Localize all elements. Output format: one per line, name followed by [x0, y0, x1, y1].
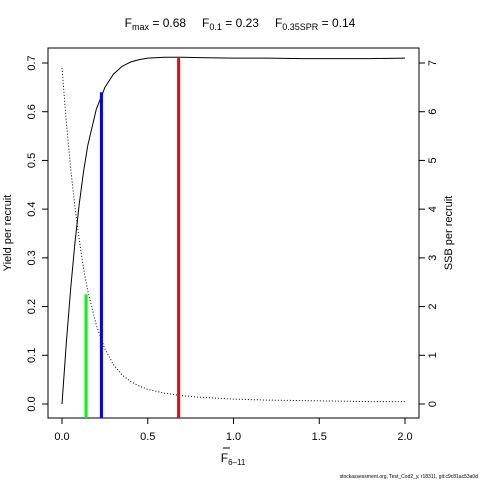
x-axis-label-main: F — [221, 451, 228, 465]
title-part-main: F — [202, 16, 209, 30]
reference-lines — [84, 58, 181, 418]
x-tick-label: 2.0 — [397, 431, 412, 443]
y-tick-label: 0.0 — [26, 396, 38, 411]
y2-tick-label: 0 — [427, 401, 439, 407]
plot-frame — [47, 47, 420, 419]
footer-text: stockassessment.org, Test_Cod2_y, r18311… — [340, 474, 479, 480]
x-tick-label: 1.0 — [226, 431, 241, 443]
x-axis: 0.0 0.5 1.0 1.5 2.0 — [54, 417, 413, 443]
y2-tick-label: 7 — [427, 60, 439, 66]
x-tick-label: 0.0 — [54, 431, 69, 443]
yield-per-recruit-line — [61, 56, 406, 405]
y2-tick-label: 2 — [427, 304, 439, 310]
title-part-main: F — [275, 16, 282, 30]
y2-axis-label: SSB per recruit — [443, 196, 455, 271]
x-axis-label-text: F6–11 — [221, 451, 246, 467]
y-tick-label: 0.7 — [26, 55, 38, 70]
title-part-main: F — [125, 16, 132, 30]
y-tick-label: 0.1 — [26, 348, 38, 363]
y2-tick-label: 6 — [427, 109, 439, 115]
x-tick-label: 1.5 — [312, 431, 327, 443]
ssb-per-recruit-line — [61, 67, 405, 403]
x-tick-label: 0.5 — [140, 431, 155, 443]
title-part-value: = 0.68 — [149, 16, 186, 30]
title-part-sub: 0.35SPR — [282, 22, 319, 32]
series-lines — [61, 56, 406, 405]
y2-tick-label: 3 — [427, 255, 439, 261]
title-part-value: = 0.23 — [222, 16, 259, 30]
y-axis-left: 0.0 0.1 0.2 0.3 0.4 0.5 0.6 0.7 — [26, 55, 49, 412]
x-axis-label: F6–11 — [221, 447, 246, 467]
y-axis-right: 0 1 2 3 4 5 6 7 — [418, 60, 439, 407]
title-part-sub: 0.1 — [209, 22, 222, 32]
y2-tick-label: 1 — [427, 352, 439, 358]
title-part-value: = 0.14 — [318, 16, 355, 30]
y2-tick-label: 4 — [427, 206, 439, 212]
title-text: Fmax = 0.68 F0.1 = 0.23 F0.35SPR = 0.14 — [125, 16, 356, 32]
y-axis-label: Yield per recruit — [2, 195, 14, 272]
y-tick-label: 0.2 — [26, 299, 38, 314]
y-tick-label: 0.6 — [26, 104, 38, 119]
y2-tick-label: 5 — [427, 157, 439, 163]
y-tick-label: 0.4 — [26, 201, 38, 216]
x-axis-label-sub: 6–11 — [228, 458, 246, 467]
y-tick-label: 0.5 — [26, 153, 38, 168]
chart-title: Fmax = 0.68 F0.1 = 0.23 F0.35SPR = 0.14 — [125, 16, 356, 32]
y-tick-label: 0.3 — [26, 250, 38, 265]
title-part-sub: max — [132, 22, 150, 32]
